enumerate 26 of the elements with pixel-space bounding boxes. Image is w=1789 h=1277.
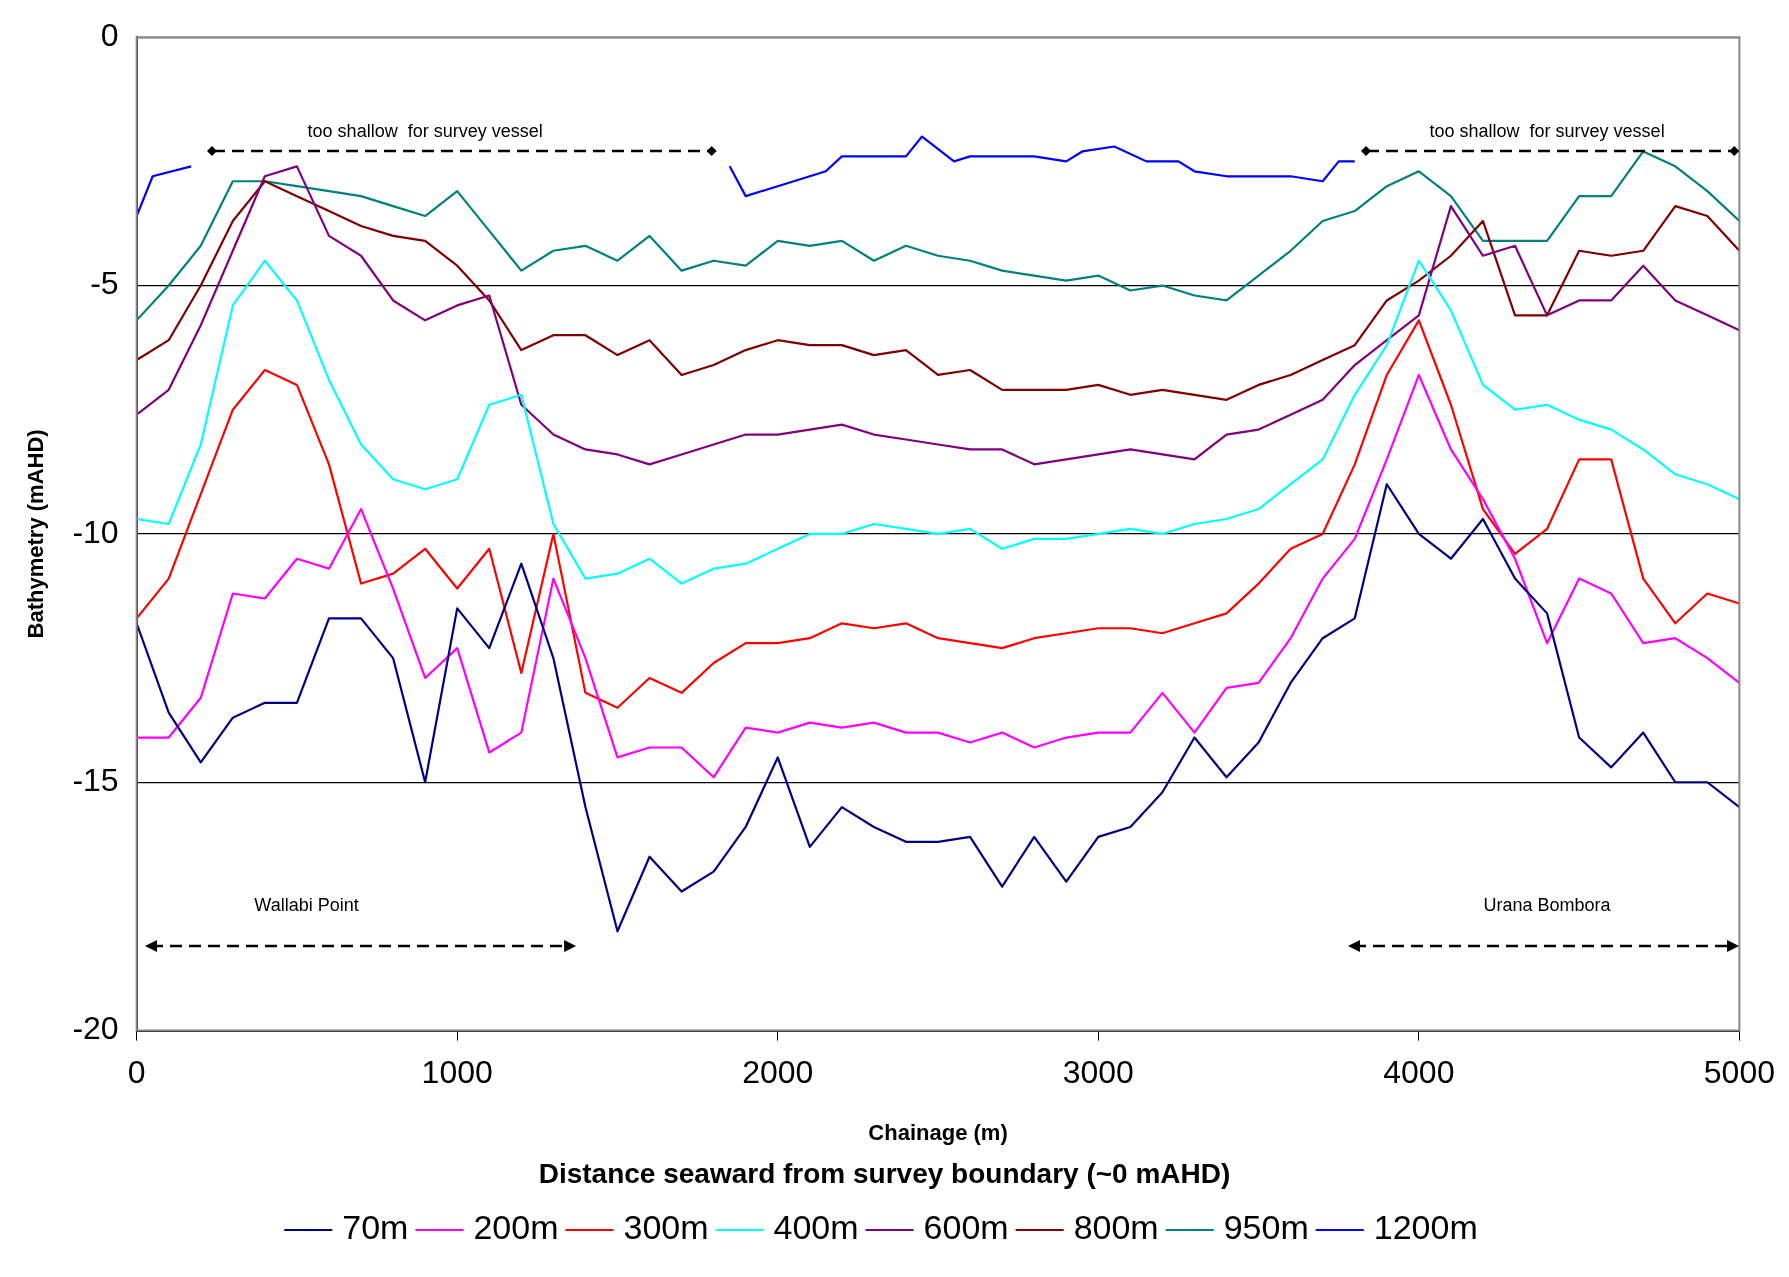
x-tick-label: 4000 xyxy=(1383,1053,1455,1090)
y-tick-label: -10 xyxy=(72,513,119,550)
annotation: Urana Bombora xyxy=(1483,895,1612,916)
legend-label: 1200m xyxy=(1373,1208,1478,1247)
y-tick-label: -5 xyxy=(90,265,119,302)
annotation: too shallow for survey vessel xyxy=(307,120,543,141)
legend-label: 70m xyxy=(342,1208,409,1247)
x-axis-title: Chainage (m) xyxy=(868,1120,1008,1146)
legend-label: 400m xyxy=(773,1208,859,1247)
annotation: Wallabi Point xyxy=(254,895,359,916)
legend-label: 300m xyxy=(623,1208,709,1247)
legend-title: Distance seaward from survey boundary (~0 mAHD) xyxy=(538,1158,1231,1190)
annotation: too shallow for survey vessel xyxy=(1429,120,1665,141)
x-tick-label: 0 xyxy=(127,1053,146,1090)
x-tick-label: 1000 xyxy=(421,1053,493,1090)
y-tick-label: -15 xyxy=(72,762,119,799)
x-tick-label: 2000 xyxy=(742,1053,814,1090)
legend-label: 800m xyxy=(1073,1208,1159,1247)
x-tick-label: 5000 xyxy=(1703,1053,1775,1090)
y-axis-title: Bathymetry (mAHD) xyxy=(23,429,49,639)
legend-label: 200m xyxy=(473,1208,559,1247)
legend-label: 600m xyxy=(923,1208,1009,1247)
x-tick-label: 3000 xyxy=(1062,1053,1134,1090)
y-tick-label: -20 xyxy=(72,1010,119,1047)
y-tick-label: 0 xyxy=(100,17,119,54)
legend-label: 950m xyxy=(1223,1208,1309,1247)
